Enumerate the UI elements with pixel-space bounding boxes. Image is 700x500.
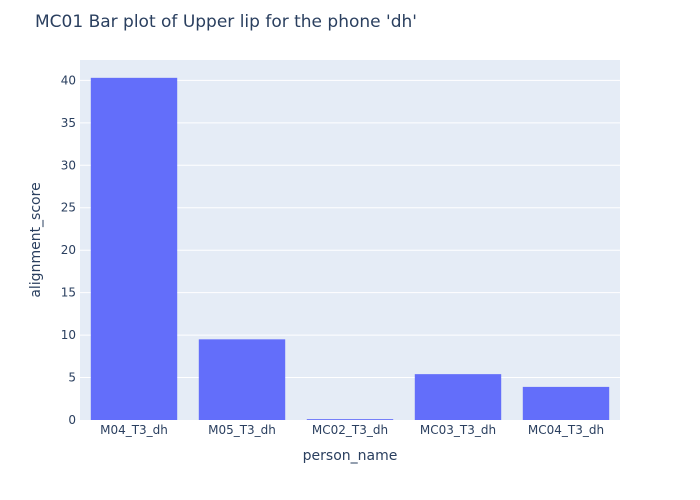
y-tick-label: 35 <box>61 116 76 130</box>
y-tick-label: 20 <box>61 243 76 257</box>
y-tick-label: 15 <box>61 286 76 300</box>
x-tick-label: M05_T3_dh <box>208 423 276 437</box>
x-axis-title: person_name <box>303 448 398 464</box>
bar-MC04_T3_dh <box>522 386 610 420</box>
x-tick-label: MC04_T3_dh <box>528 423 604 437</box>
bar-M05_T3_dh <box>198 339 286 420</box>
x-tick-label: MC02_T3_dh <box>312 423 388 437</box>
y-tick-label: 25 <box>61 201 76 215</box>
bar-M04_T3_dh <box>90 77 178 420</box>
x-tick-label: M04_T3_dh <box>100 423 168 437</box>
y-axis-title: alignment_score <box>28 182 44 297</box>
chart-title: MC01 Bar plot of Upper lip for the phone… <box>35 12 417 32</box>
y-tick-label: 30 <box>61 158 76 172</box>
y-tick-label: 10 <box>61 328 76 342</box>
y-tick-label: 5 <box>68 371 76 385</box>
bars <box>90 77 610 420</box>
x-tick-label: MC03_T3_dh <box>420 423 496 437</box>
bar-MC03_T3_dh <box>414 374 502 420</box>
y-tick-label: 0 <box>68 413 76 427</box>
y-tick-label: 40 <box>61 73 76 87</box>
x-axis-ticks: M04_T3_dh M05_T3_dh MC02_T3_dh MC03_T3_dh MC… <box>100 423 604 437</box>
y-axis-ticks: 0 5 10 15 20 25 30 35 40 <box>61 73 76 427</box>
bar-MC02_T3_dh <box>306 419 394 420</box>
